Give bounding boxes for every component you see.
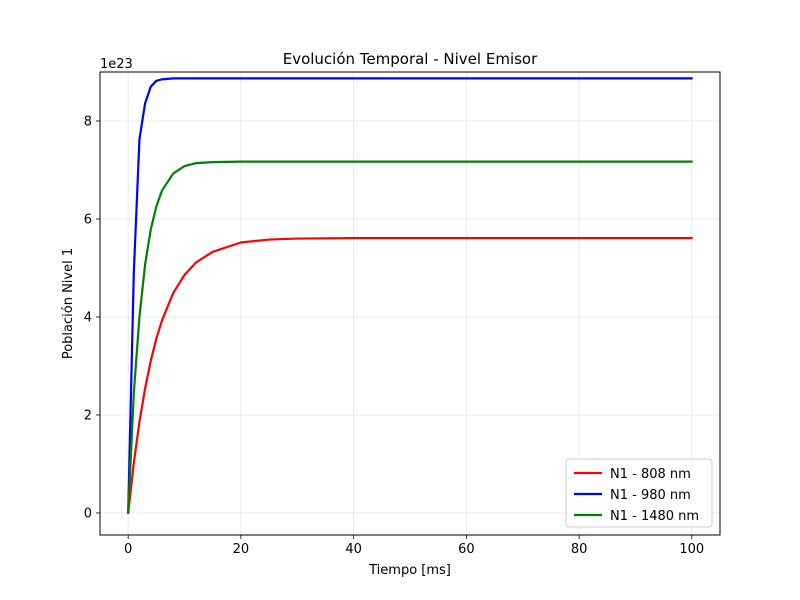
y-tick-label: 2 bbox=[84, 408, 92, 423]
y-axis-scale-label: 1e23 bbox=[100, 57, 133, 72]
y-tick-label: 0 bbox=[84, 506, 92, 521]
y-tick-label: 6 bbox=[84, 212, 92, 227]
x-tick-label: 40 bbox=[345, 542, 362, 557]
legend: N1 - 808 nm N1 - 980 nm N1 - 1480 nm bbox=[565, 458, 713, 528]
legend-box bbox=[565, 458, 713, 528]
ticks: 0 20 40 60 80 100 0 2 4 6 8 bbox=[84, 114, 705, 557]
grid bbox=[100, 72, 720, 535]
x-axis-label: Tiempo [ms] bbox=[368, 563, 451, 578]
series-lines bbox=[127, 77, 693, 515]
legend-entry: N1 - 1480 nm bbox=[610, 509, 699, 524]
legend-entry: N1 - 980 nm bbox=[610, 488, 691, 503]
y-tick-label: 8 bbox=[84, 114, 92, 129]
series-line bbox=[127, 77, 693, 515]
series-line bbox=[127, 236, 693, 515]
y-tick-label: 4 bbox=[84, 310, 92, 325]
x-tick-label: 80 bbox=[571, 542, 588, 557]
x-tick-label: 20 bbox=[233, 542, 250, 557]
legend-entry: N1 - 808 nm bbox=[610, 467, 691, 482]
series-line bbox=[127, 160, 693, 515]
x-tick-label: 100 bbox=[679, 542, 704, 557]
plot-frame bbox=[99, 71, 721, 536]
x-tick-label: 0 bbox=[124, 542, 132, 557]
chart-title: Evolución Temporal - Nivel Emisor bbox=[283, 50, 538, 68]
x-tick-label: 60 bbox=[458, 542, 475, 557]
y-axis-label: Población Nivel 1 bbox=[61, 248, 76, 359]
